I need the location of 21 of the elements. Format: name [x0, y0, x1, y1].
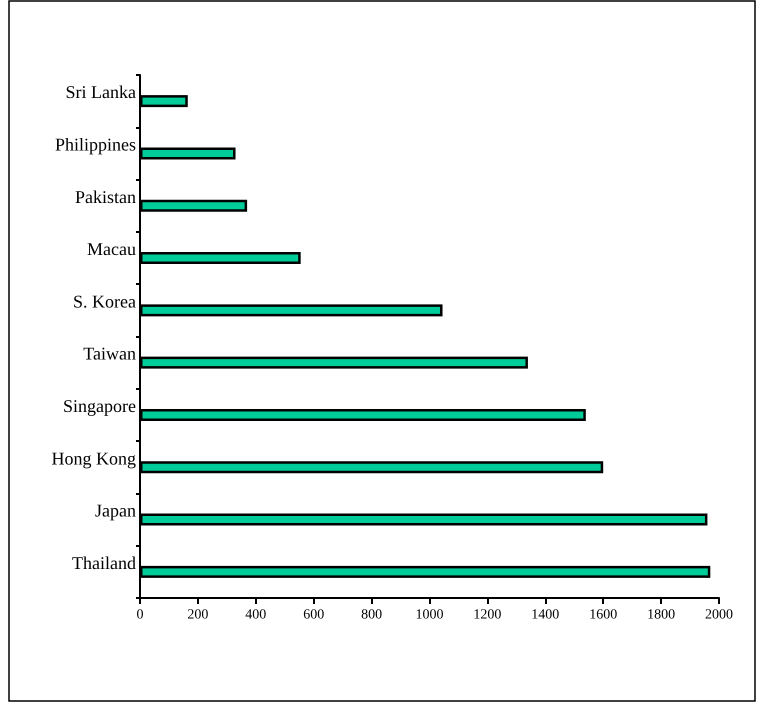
y-tick-label: Pakistan [75, 186, 136, 207]
y-tick-label: Hong Kong [52, 448, 136, 468]
x-tick-label: 2000 [705, 608, 733, 622]
x-tick-label: 800 [361, 608, 382, 622]
x-tick-label: 1200 [473, 608, 502, 622]
y-tick-label: Thailand [72, 552, 136, 573]
y-tick-label: Taiwan [83, 344, 136, 364]
y-tick-label: S. Korea [73, 291, 136, 312]
x-tick-label: 1800 [647, 608, 676, 622]
x-tick-label: 600 [303, 608, 324, 622]
y-tick-label: Singapore [63, 396, 136, 416]
x-tick-label: 1000 [416, 608, 444, 622]
x-tick-label: 1400 [531, 608, 560, 622]
y-tick-label: Philippines [54, 134, 136, 154]
x-tick-label: 1600 [589, 608, 618, 622]
x-tick-label: 0 [136, 608, 144, 622]
y-tick-label: Sri Lanka [66, 82, 136, 102]
y-tick-label: Japan [95, 500, 136, 521]
x-tick-label: 400 [245, 608, 266, 622]
x-tick-label: 200 [187, 608, 208, 622]
y-tick-label: Macau [87, 239, 136, 260]
